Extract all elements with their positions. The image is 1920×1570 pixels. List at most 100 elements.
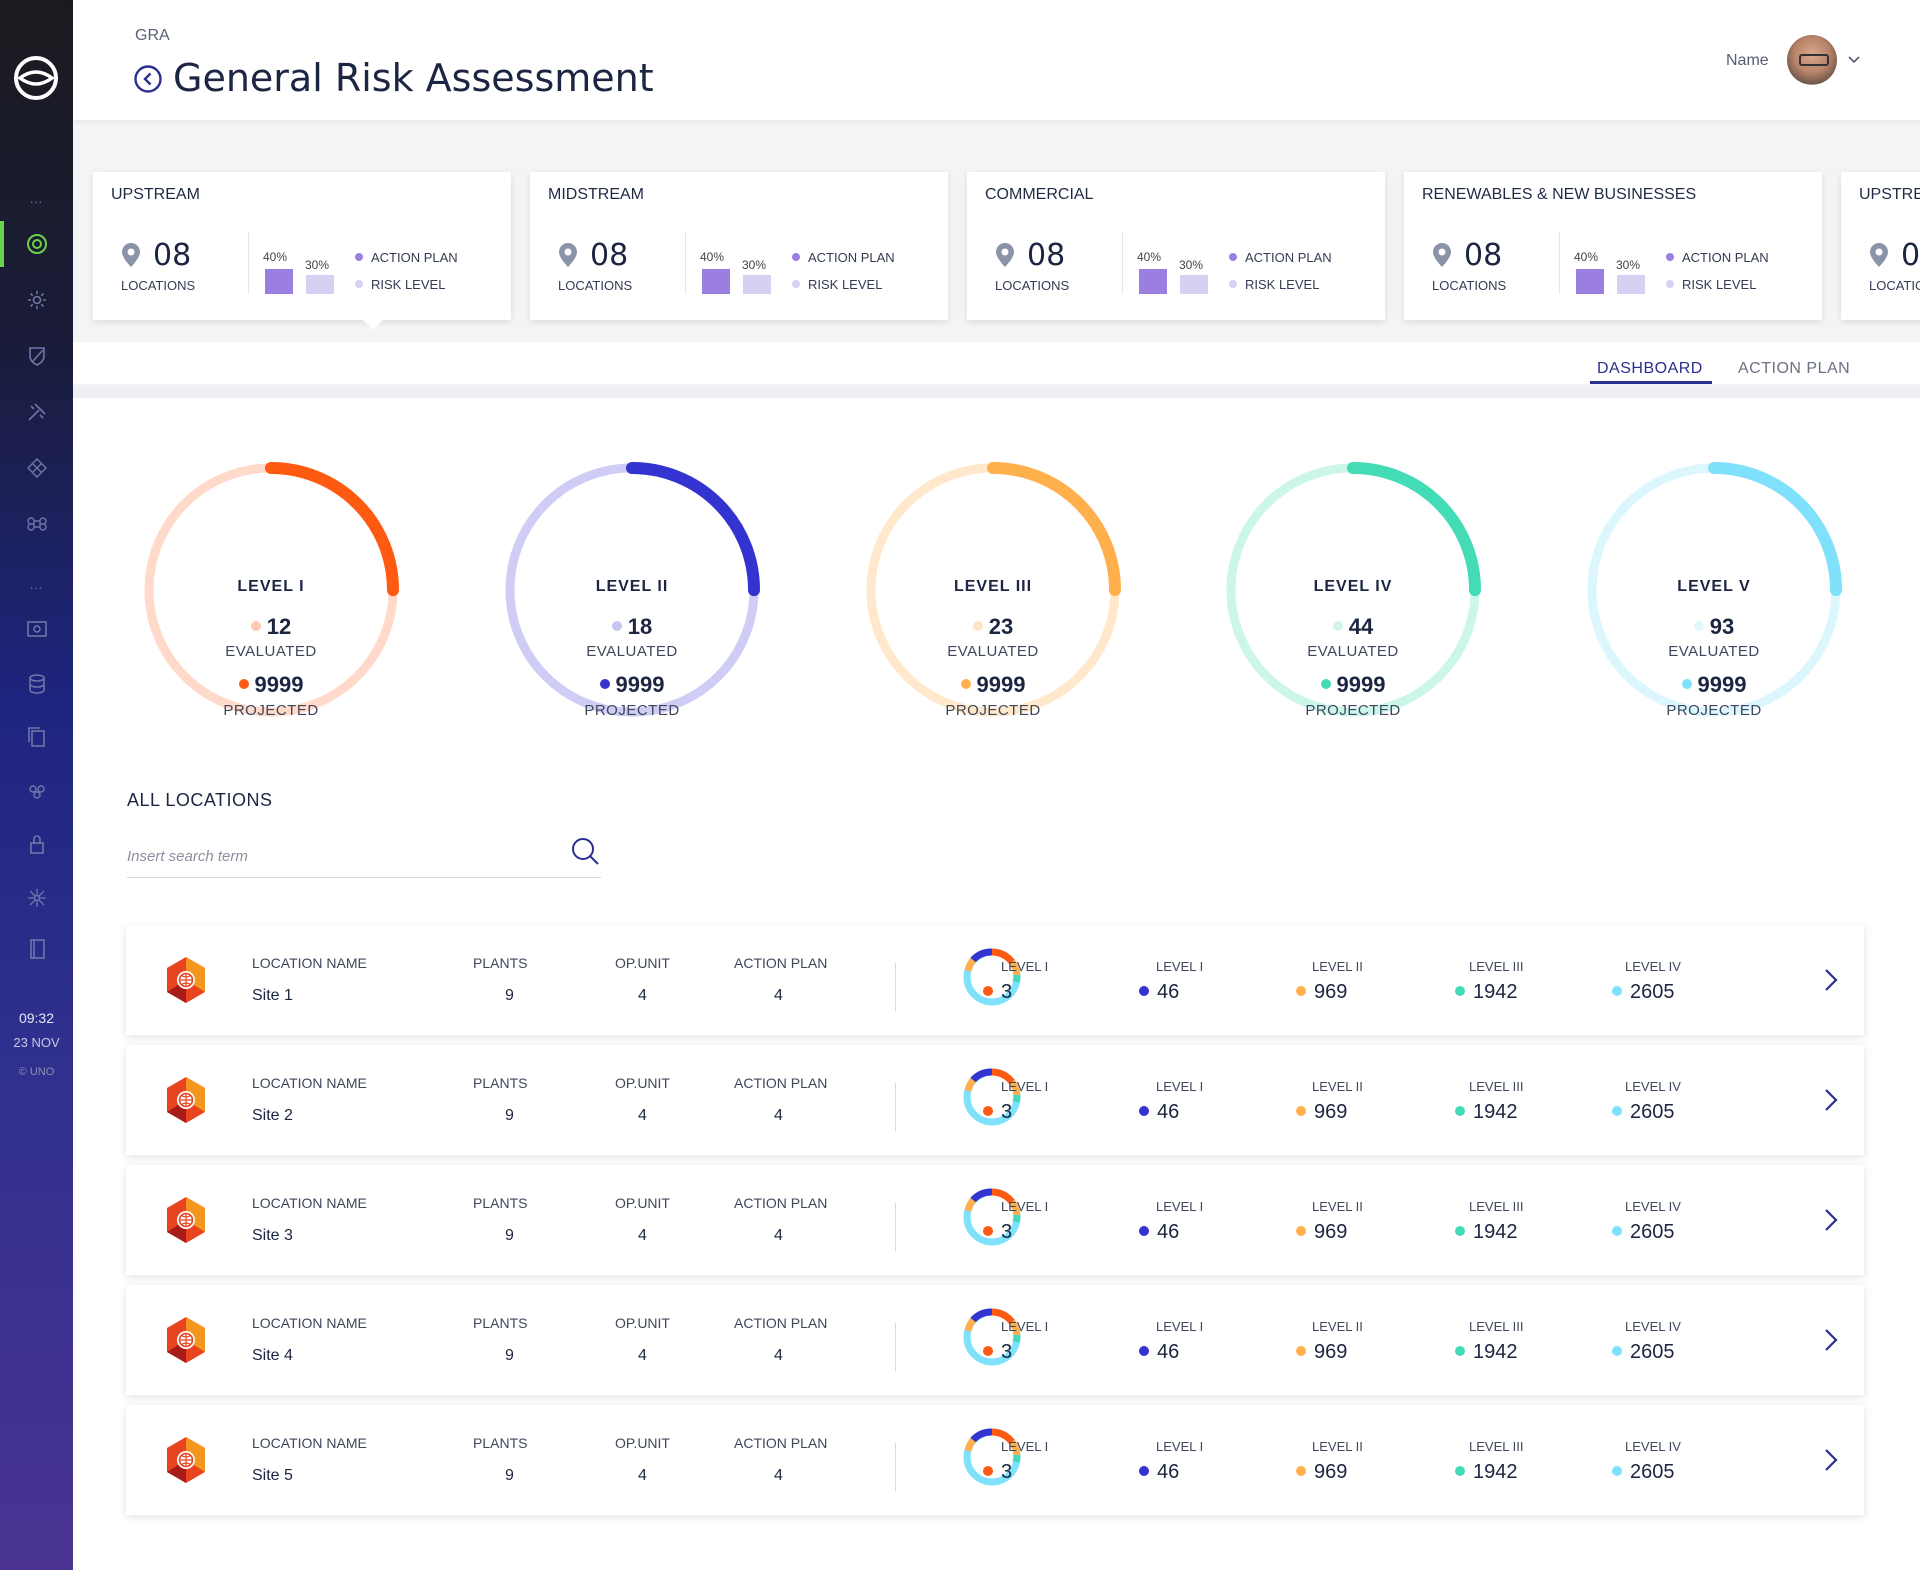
action-plan-value: 4 [774,1467,783,1484]
level-value: 46 [1139,1461,1179,1484]
gauge-level-3: LEVEL III 23 EVALUATED 9999 PROJECTED [863,460,1123,720]
dashboard-main: LEVEL I 12 EVALUATED 9999 PROJECTED LEVE… [73,398,1920,1570]
user-name[interactable]: Name [1726,52,1769,69]
sidebar-dots-mid: ... [29,578,43,592]
search-icon[interactable] [570,836,600,866]
plants-header: PLANTS [473,1075,528,1091]
card-upstream-2[interactable]: UPSTREAM 08 LOCATIONS [1841,172,1920,320]
card-upstream[interactable]: UPSTREAM 08 LOCATIONS 40% 30% ACTION PLA… [93,172,511,320]
chevron-down-icon[interactable] [1847,55,1861,65]
location-row[interactable]: LOCATION NAME Site 4 PLANTS 9 OP.UNIT 4 … [126,1285,1864,1395]
site-hex-icon [167,1317,205,1363]
level-label: LEVEL IV [1625,1079,1681,1094]
legend-dot [1229,279,1237,288]
location-name[interactable]: Site 5 [252,1467,293,1484]
level-number: 969 [1314,981,1348,1003]
sidebar-item-shield[interactable] [0,333,73,379]
location-row[interactable]: LOCATION NAME Site 5 PLANTS 9 OP.UNIT 4 … [126,1405,1864,1515]
sidebar-item-book[interactable] [0,926,73,972]
location-name[interactable]: Site 2 [252,1107,293,1124]
back-arrow-icon[interactable] [133,64,163,94]
projected-dot [599,679,610,690]
card-renewables[interactable]: RENEWABLES & NEW BUSINESSES 08 LOCATIONS… [1404,172,1822,320]
level-number: 46 [1157,1101,1180,1123]
chevron-right-icon[interactable] [1823,1087,1839,1113]
level-dot [1296,1345,1306,1356]
row-donut-chart [963,1428,1021,1486]
chevron-right-icon[interactable] [1823,967,1839,993]
sidebar-item-gallery[interactable] [0,606,73,652]
location-row[interactable]: LOCATION NAME Site 2 PLANTS 9 OP.UNIT 4 … [126,1045,1864,1155]
action-plan-header: ACTION PLAN [734,955,828,971]
level-value: 1942 [1455,1101,1518,1124]
card-title: RENEWABLES & NEW BUSINESSES [1422,186,1697,203]
sidebar-item-command[interactable] [0,501,73,547]
level-value: 46 [1139,1221,1179,1244]
tab-action-plan[interactable]: ACTION PLAN [1738,360,1851,377]
level-number: 46 [1157,1341,1180,1363]
level-number: 1942 [1473,1461,1518,1483]
card-divider [1559,232,1560,294]
app-logo-icon[interactable] [12,54,60,102]
sidebar-item-lock[interactable] [0,821,73,867]
breadcrumb[interactable]: GRA [135,27,170,44]
card-midstream[interactable]: MIDSTREAM 08 LOCATIONS 40% 30% ACTION PL… [530,172,948,320]
gauge-level-1: LEVEL I 12 EVALUATED 9999 PROJECTED [141,460,401,720]
sidebar-item-network[interactable] [0,445,73,491]
level-number: 969 [1314,1101,1348,1123]
legend-label: ACTION PLAN [808,250,895,265]
level-value: 969 [1296,981,1347,1004]
search-input[interactable] [127,836,601,878]
level-value: 1942 [1455,1221,1518,1244]
legend-label: RISK LEVEL [1682,277,1757,292]
tab-dashboard[interactable]: DASHBOARD [1597,360,1703,377]
location-row[interactable]: LOCATION NAME Site 1 PLANTS 9 OP.UNIT 4 … [126,925,1864,1035]
projected-value: 9999 [1336,672,1386,697]
avatar[interactable] [1787,35,1837,85]
row-divider [895,963,896,1011]
opunit-value: 4 [638,987,647,1004]
level-number: 46 [1157,1461,1180,1483]
card-commercial[interactable]: COMMERCIAL 08 LOCATIONS 40% 30% ACTION P… [967,172,1385,320]
donut-segment-level-3b [964,1437,976,1452]
plants-header: PLANTS [473,1315,528,1331]
gauge-ring [865,462,1121,718]
network-icon [26,458,47,478]
chevron-right-icon[interactable] [1823,1327,1839,1353]
sidebar-item-settings[interactable] [0,277,73,323]
tabs-bar [73,342,1920,384]
sidebar-item-target[interactable] [0,221,73,267]
location-row[interactable]: LOCATION NAME Site 3 PLANTS 9 OP.UNIT 4 … [126,1165,1864,1275]
legend-action-plan: ACTION PLAN [355,250,458,265]
chevron-right-icon[interactable] [1823,1207,1839,1233]
image-gallery-icon [26,621,47,637]
level-value: 2605 [1612,1221,1675,1244]
level-dot [1455,1465,1465,1476]
sidebar-item-database[interactable] [0,661,73,707]
level-label: LEVEL I [1156,1199,1204,1214]
level-number: 3 [1001,1221,1013,1243]
location-name-header: LOCATION NAME [252,1075,367,1091]
documents-icon [27,727,45,747]
chevron-right-icon[interactable] [1823,1447,1839,1473]
location-count: 08 [1464,238,1503,273]
projected-label: PROJECTED [1305,702,1401,719]
evaluated-label: EVALUATED [947,643,1039,660]
sidebar-item-nodes[interactable] [0,875,73,921]
level-label: LEVEL III [1469,1319,1524,1334]
donut-segment-level-3b [964,957,976,972]
level-value: 2605 [1612,1341,1675,1364]
sidebar-item-documents[interactable] [0,714,73,760]
location-name[interactable]: Site 3 [252,1227,293,1244]
level-dot [983,1465,993,1476]
location-name[interactable]: Site 1 [252,987,293,1004]
nodes-icon [27,889,46,907]
level-number: 969 [1314,1221,1348,1243]
legend-dot [1229,252,1237,261]
level-number: 1942 [1473,1101,1518,1123]
action-plan-bar [1576,269,1604,294]
sidebar-item-tools[interactable] [0,389,73,435]
location-name[interactable]: Site 4 [252,1347,293,1364]
sidebar-item-users[interactable] [0,769,73,815]
opunit-header: OP.UNIT [615,1075,670,1091]
